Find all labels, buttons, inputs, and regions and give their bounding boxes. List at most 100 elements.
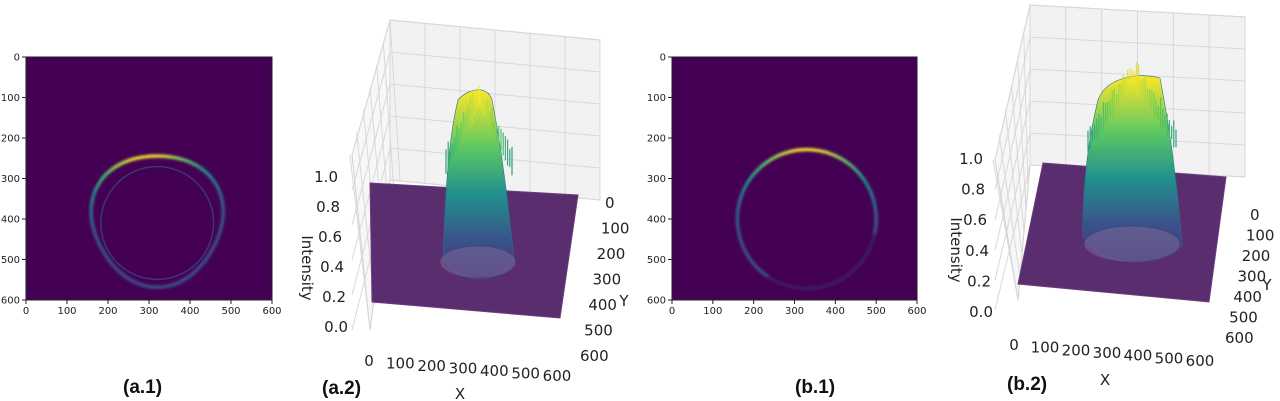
- heatmap-frame-b1: [671, 56, 918, 301]
- y-tick-label-b1: 200: [647, 134, 666, 145]
- grid-line-b2: [992, 159, 1019, 301]
- x-tick-label-a1: 0: [23, 306, 29, 317]
- grid-line-b2: [994, 164, 1031, 311]
- y-tick-label-a2: 500: [584, 322, 613, 340]
- grid-line-a2: [351, 83, 391, 226]
- x-axis-label-a2: X: [455, 385, 465, 401]
- x-tick-label-a1: 200: [98, 306, 117, 317]
- grid-line-a2: [389, 19, 401, 181]
- x-tick-label-b1: 300: [785, 306, 804, 317]
- z-tick-label-a2: 0.2: [322, 288, 346, 306]
- y-tick-label-b1: 400: [647, 215, 666, 226]
- y-tick-label-a2: 400: [588, 296, 617, 314]
- y-tick-label-b1: 0: [660, 53, 666, 64]
- x-tick-label-b1: 500: [867, 306, 886, 317]
- grid-line-a2: [389, 19, 601, 41]
- y-tick-label-b1: 500: [647, 255, 666, 266]
- x-tick-label-a1: 500: [221, 306, 240, 317]
- x-tick-label-b2: 600: [1186, 352, 1215, 370]
- grid-line-b2: [994, 36, 1031, 191]
- z-tick-label-b2: 0.2: [967, 272, 991, 290]
- y-tick-label-a1: 0: [14, 53, 20, 64]
- ring-segment-a1: [95, 239, 101, 246]
- panel-label-b1: (b.1): [795, 377, 836, 398]
- y-tick-label-a1: 400: [1, 215, 20, 226]
- x-tick-label-b2: 300: [1093, 344, 1122, 362]
- y-tick-label-b2: 200: [1242, 247, 1271, 265]
- x-tick-label-a2: 200: [417, 357, 446, 375]
- panel-label-a1: (a.1): [123, 377, 163, 398]
- ring-base-a2: [439, 245, 517, 279]
- axes-walls-a2: [349, 19, 601, 331]
- grid-line-b2: [1029, 4, 1246, 18]
- grid-line-b2: [994, 4, 1031, 161]
- x-tick-label-b2: 400: [1124, 347, 1153, 365]
- y-tick-label-b1: 300: [647, 174, 666, 185]
- x-tick-label-b2: 0: [1009, 336, 1019, 354]
- x-tick-label-a2: 600: [543, 367, 572, 385]
- x-tick-label-b1: 100: [703, 306, 722, 317]
- grid-line-b2: [1029, 36, 1246, 50]
- ring-a1: [89, 154, 226, 289]
- x-tick-label-a2: 400: [480, 362, 509, 380]
- y-tick-label-a1: 100: [1, 93, 20, 104]
- y-tick-label-b2: 300: [1238, 268, 1267, 286]
- x-tick-label-b2: 500: [1155, 349, 1184, 367]
- grid-line-a2: [351, 19, 391, 156]
- heatmap-frame-a1: [25, 56, 273, 301]
- y-tick-label-a1: 600: [1, 296, 20, 307]
- x-axis-label-b2: X: [1100, 371, 1110, 389]
- heatmap-background-a1: [26, 57, 272, 300]
- inner-ring-a1: [100, 165, 215, 281]
- z-tick-label-b2: 1.0: [959, 150, 983, 168]
- y-tick-label-a1: 300: [1, 174, 20, 185]
- y-tick-label-a2: 600: [580, 347, 609, 365]
- x-tick-label-a1: 600: [262, 306, 281, 317]
- y-tick-label-b2: 0: [1250, 206, 1260, 224]
- x-tick-label-b1: 200: [744, 306, 763, 317]
- x-tick-label-b2: 200: [1062, 341, 1091, 359]
- grid-line-a2: [389, 83, 601, 105]
- z-tick-label-a2: 0.0: [324, 318, 348, 336]
- x-tick-label-a2: 300: [449, 360, 478, 378]
- y-tick-label-b2: 500: [1229, 309, 1258, 327]
- heatmap-background-b1: [672, 57, 917, 300]
- panel-label-b2: (b.2): [1007, 374, 1048, 395]
- x-tick-label-a1: 300: [139, 306, 158, 317]
- y-tick-label-a1: 500: [1, 255, 20, 266]
- z-axis-label-a2: Intensity: [298, 235, 316, 300]
- ring-b1: [735, 147, 878, 291]
- z-tick-label-a2: 0.6: [318, 228, 342, 246]
- z-tick-label-a2: 1.0: [314, 168, 338, 186]
- x-tick-label-b1: 0: [669, 306, 675, 317]
- ring-segment-b1: [739, 241, 745, 248]
- y-tick-label-b1: 600: [647, 296, 666, 307]
- grid-line-b2: [994, 100, 1031, 251]
- y-axis-label-b2: Y: [1261, 276, 1272, 294]
- z-tick-label-b2: 0.0: [969, 303, 993, 321]
- x-tick-label-a2: 0: [364, 352, 374, 370]
- y-tick-label-b2: 600: [1225, 329, 1254, 347]
- y-tick-label-a2: 0: [605, 194, 615, 212]
- ring-base-b2: [1083, 225, 1181, 263]
- z-tick-label-a2: 0.4: [320, 258, 344, 276]
- x-tick-label-a2: 100: [386, 355, 415, 373]
- panel-label-a2: (a.2): [322, 378, 362, 399]
- grid-line-a2: [389, 51, 601, 73]
- z-tick-label-b2: 0.6: [963, 211, 987, 229]
- y-tick-label-b2: 400: [1233, 288, 1262, 306]
- grid-line-b2: [1029, 68, 1246, 82]
- y-tick-label-a2: 300: [593, 271, 622, 289]
- y-tick-label-a2: 200: [597, 245, 626, 263]
- y-axis-label-a2: Y: [618, 292, 629, 310]
- x-tick-label-b2: 100: [1031, 339, 1060, 357]
- grid-line-a2: [351, 51, 391, 191]
- z-tick-label-a2: 0.8: [316, 198, 340, 216]
- x-tick-label-a2: 500: [511, 365, 540, 383]
- x-tick-label-a1: 100: [57, 306, 76, 317]
- z-tick-label-b2: 0.4: [965, 242, 989, 260]
- x-tick-label-a1: 400: [180, 306, 199, 317]
- y-tick-label-a2: 100: [601, 220, 630, 238]
- z-tick-label-b2: 0.8: [961, 181, 985, 199]
